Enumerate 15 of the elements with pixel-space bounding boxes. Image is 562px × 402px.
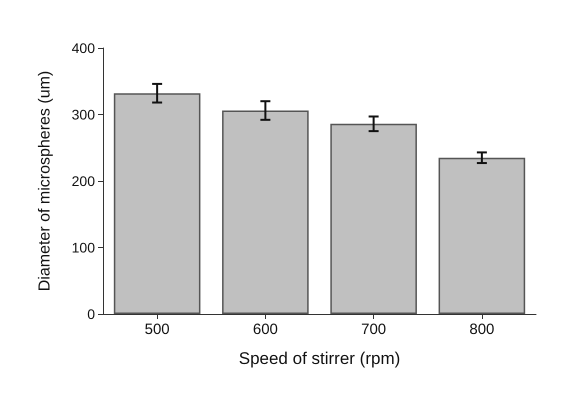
bar <box>438 158 526 314</box>
y-tick-label: 100 <box>72 240 96 256</box>
y-axis-title: Diameter of microspheres (um) <box>36 70 54 292</box>
y-tick-label: 300 <box>72 106 96 122</box>
bar <box>222 110 309 314</box>
y-tick-label: 200 <box>72 173 96 189</box>
x-tick-label: 800 <box>469 321 494 338</box>
x-tick-label: 700 <box>361 321 386 338</box>
bar <box>330 124 417 314</box>
y-tick-label: 0 <box>87 306 96 322</box>
x-axis-title: Speed of stirrer (rpm) <box>238 349 400 368</box>
x-tick-label: 600 <box>252 321 278 338</box>
x-tick-label: 500 <box>144 321 170 338</box>
y-tick-label: 400 <box>72 40 96 56</box>
bar <box>114 93 200 314</box>
